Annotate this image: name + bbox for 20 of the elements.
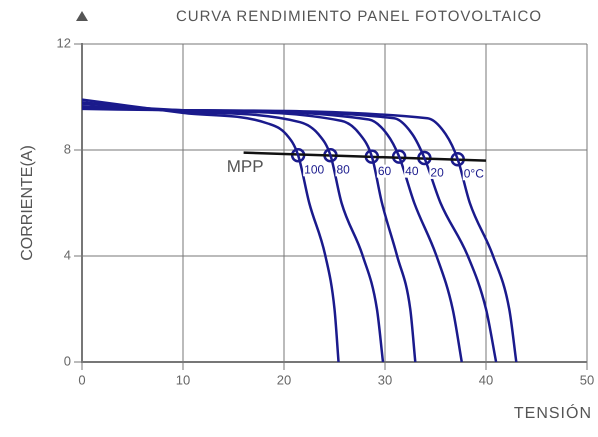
series-label: 0°C bbox=[464, 166, 484, 181]
chart-title: CURVA RENDIMIENTO PANEL FOTOVOLTAICO bbox=[174, 8, 544, 25]
y-tick-label: 4 bbox=[64, 248, 71, 263]
x-axis-title: TENSIÓN bbox=[514, 405, 592, 423]
series-label: MPP bbox=[226, 156, 264, 176]
y-tick-label: 8 bbox=[64, 142, 71, 157]
series-label: 80 bbox=[336, 162, 350, 177]
x-tick-label: 20 bbox=[276, 372, 292, 388]
x-tick-label: 10 bbox=[176, 372, 190, 388]
x-tick-label: 40 bbox=[478, 372, 494, 388]
series-label: 40 bbox=[405, 164, 419, 178]
series-label: 60 bbox=[378, 164, 392, 178]
series-label: 20 bbox=[430, 165, 444, 180]
x-tick-label: 50 bbox=[580, 372, 594, 388]
series-label: 100 bbox=[304, 162, 324, 177]
x-tick-label: 30 bbox=[378, 372, 392, 388]
y-axis-title: CORRIENTE(A) bbox=[19, 145, 36, 261]
y-tick-label: 12 bbox=[56, 36, 71, 51]
x-tick-label: 0 bbox=[78, 372, 86, 388]
y-tick-label: 0 bbox=[64, 354, 71, 369]
